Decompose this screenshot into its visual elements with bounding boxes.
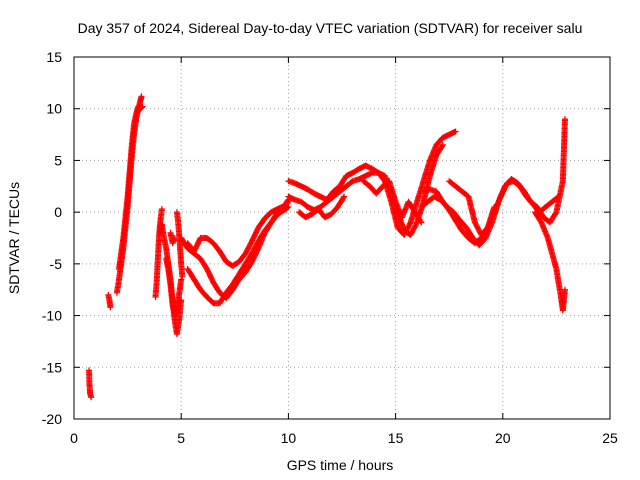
data-points: [86, 93, 568, 401]
data-point: [417, 218, 424, 225]
y-tick-label: 0: [54, 204, 62, 220]
y-tick-label: 5: [54, 152, 62, 168]
data-point: [138, 93, 145, 100]
data-point: [284, 197, 291, 204]
x-axis-label: GPS time / hours: [287, 457, 394, 473]
data-point: [491, 204, 498, 210]
data-point: [107, 304, 114, 311]
data-point: [139, 103, 146, 110]
x-tick-label: 15: [388, 430, 404, 446]
data-point: [88, 394, 95, 401]
y-tick-label: -15: [42, 359, 62, 375]
data-point: [138, 104, 145, 111]
data-point: [562, 286, 568, 293]
x-tick-label: 0: [70, 430, 78, 446]
y-tick-label: 15: [46, 49, 62, 65]
data-point: [285, 204, 292, 210]
data-point: [171, 235, 178, 241]
data-point: [562, 116, 568, 123]
y-axis-label: SDTVAR / TECUs: [6, 182, 22, 294]
data-point: [179, 273, 186, 280]
data-point: [555, 193, 562, 200]
data-point: [554, 194, 561, 201]
axis-ticks: 0 5 10 15 20 25 -20 -15 -10 -5 0 5 10 15: [42, 49, 618, 446]
chart-title: Day 357 of 2024, Sidereal Day-to-day VTE…: [78, 20, 583, 36]
data-point: [418, 219, 425, 226]
data-point: [452, 128, 459, 135]
plot-frame: [73, 56, 611, 420]
data-point: [439, 141, 446, 148]
data-point: [340, 194, 347, 201]
y-tick-label: -20: [42, 411, 62, 427]
data-point: [341, 193, 348, 200]
data-point: [178, 276, 185, 283]
y-tick-label: -10: [42, 308, 62, 324]
y-tick-label: 10: [46, 101, 62, 117]
x-tick-label: 20: [495, 430, 511, 446]
x-tick-label: 5: [177, 430, 185, 446]
x-tick-label: 10: [281, 430, 297, 446]
y-tick-label: -5: [50, 256, 63, 272]
x-tick-label: 25: [602, 430, 618, 446]
data-point: [439, 143, 446, 150]
grid-lines: [74, 57, 610, 419]
data-point: [158, 206, 165, 212]
